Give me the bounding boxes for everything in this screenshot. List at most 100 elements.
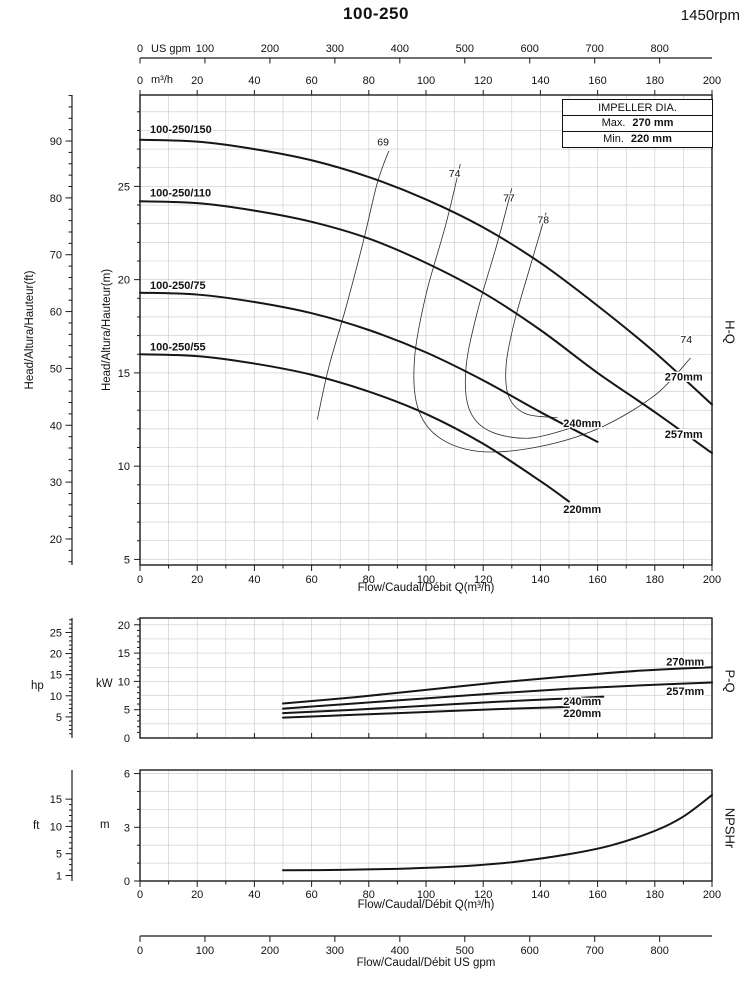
hq-curves — [139, 138, 713, 503]
svg-text:77: 77 — [503, 192, 515, 204]
impeller-dia-box: IMPELLER DIA. Max. 270 mm Min. 220 mm — [562, 99, 713, 148]
svg-text:140: 140 — [531, 574, 549, 586]
svg-text:78: 78 — [537, 215, 549, 227]
svg-text:100: 100 — [417, 889, 435, 901]
impeller-dia-heading: IMPELLER DIA. — [563, 100, 712, 116]
svg-text:69: 69 — [377, 136, 389, 148]
svg-text:15: 15 — [50, 670, 62, 682]
svg-text:50: 50 — [50, 363, 62, 375]
svg-text:10: 10 — [118, 676, 130, 688]
svg-text:15: 15 — [118, 368, 130, 380]
svg-text:25: 25 — [118, 181, 130, 193]
side-label-pq: P-Q — [722, 669, 738, 693]
svg-text:300: 300 — [326, 945, 344, 957]
svg-text:100: 100 — [196, 43, 214, 55]
svg-text:0: 0 — [137, 43, 143, 55]
axis-label-hp: hp — [31, 680, 44, 692]
npshr-flow-axis-title: Flow/Caudal/Débit Q(m³/h) — [357, 899, 495, 911]
impeller-min-value: 220 mm — [630, 133, 672, 145]
svg-text:160: 160 — [588, 574, 606, 586]
axis-label-kw: kW — [96, 678, 113, 690]
svg-text:180: 180 — [646, 75, 664, 87]
pq-curve-220mm — [282, 705, 570, 719]
usgpm-flow-axis-title: Flow/Caudal/Débit US gpm — [356, 957, 496, 969]
svg-text:220mm: 220mm — [563, 708, 601, 720]
svg-text:0: 0 — [137, 75, 143, 87]
svg-text:0: 0 — [137, 945, 143, 957]
svg-text:100: 100 — [417, 75, 435, 87]
svg-text:120: 120 — [474, 889, 492, 901]
impeller-min-row: Min. 220 mm — [563, 132, 712, 147]
svg-text:80: 80 — [363, 75, 375, 87]
svg-text:15: 15 — [118, 648, 130, 660]
bottom-usgpm-axis: 0 100 200 300 400 500 600 700 800 — [137, 935, 712, 957]
svg-text:3: 3 — [124, 822, 130, 834]
svg-text:90: 90 — [50, 136, 62, 148]
svg-text:0: 0 — [124, 733, 130, 745]
svg-text:200: 200 — [261, 945, 279, 957]
svg-text:600: 600 — [521, 945, 539, 957]
svg-text:120: 120 — [474, 574, 492, 586]
hq-eff-contour-78 — [505, 212, 558, 419]
svg-text:70: 70 — [50, 250, 62, 262]
hq-eff-contour-74 — [413, 163, 691, 453]
svg-text:74: 74 — [449, 168, 461, 180]
axis-label-ft: ft — [33, 820, 40, 832]
hq-curve-labels: 100-250/150 100-250/110 100-250/75 100-250/… — [149, 123, 705, 518]
top-m3h-unit-label: m³/h — [151, 74, 173, 86]
svg-text:257mm: 257mm — [665, 429, 703, 441]
svg-text:80: 80 — [50, 193, 62, 205]
svg-text:100-250/150: 100-250/150 — [150, 124, 212, 136]
hq-curve-220mm — [139, 353, 570, 503]
axis-label-head-ft: Head/Altura/Hauteur(ft) — [24, 270, 36, 390]
svg-text:200: 200 — [703, 889, 721, 901]
svg-text:60: 60 — [50, 307, 62, 319]
svg-text:20: 20 — [191, 889, 203, 901]
svg-text:700: 700 — [586, 945, 604, 957]
svg-text:15: 15 — [50, 794, 62, 806]
top-usgpm-unit-label: US gpm — [151, 43, 191, 55]
svg-text:0: 0 — [137, 889, 143, 901]
svg-text:140: 140 — [531, 75, 549, 87]
svg-text:140: 140 — [531, 889, 549, 901]
npshr-curve — [282, 794, 713, 872]
svg-text:20: 20 — [118, 620, 130, 632]
svg-text:80: 80 — [363, 889, 375, 901]
pq-curve-240mm — [282, 695, 605, 715]
svg-text:10: 10 — [50, 691, 62, 703]
hq-eff-contour-77 — [464, 188, 575, 439]
hq-curve-270mm — [139, 138, 713, 406]
hq-curve-257mm — [139, 200, 713, 455]
pq-curve-270mm — [282, 666, 713, 705]
svg-text:200: 200 — [703, 75, 721, 87]
svg-text:100: 100 — [196, 945, 214, 957]
svg-text:100-250/75: 100-250/75 — [150, 280, 206, 292]
impeller-min-label: Min. — [603, 133, 624, 145]
svg-text:60: 60 — [305, 75, 317, 87]
svg-text:5: 5 — [56, 849, 62, 861]
page-title: 100-250 — [343, 4, 409, 23]
svg-text:800: 800 — [650, 945, 668, 957]
svg-text:200: 200 — [261, 43, 279, 55]
svg-text:100: 100 — [417, 574, 435, 586]
svg-text:10: 10 — [50, 821, 62, 833]
svg-text:30: 30 — [50, 477, 62, 489]
svg-text:240mm: 240mm — [563, 696, 601, 708]
axis-label-head-m: Head/Altura/Hauteur(m) — [101, 268, 113, 392]
svg-text:180: 180 — [646, 889, 664, 901]
hq-curve-240mm — [139, 291, 599, 443]
pq-chart: 0 5 10 15 20 5 10 15 20 25 — [50, 617, 713, 745]
svg-text:240mm: 240mm — [563, 418, 601, 430]
svg-text:100-250/55: 100-250/55 — [150, 342, 206, 354]
hq-flow-axis-title: Flow/Caudal/Débit Q(m³/h) — [357, 582, 495, 594]
svg-text:10: 10 — [118, 461, 130, 473]
svg-text:400: 400 — [391, 945, 409, 957]
svg-text:600: 600 — [521, 43, 539, 55]
svg-text:100-250/110: 100-250/110 — [150, 188, 211, 200]
svg-text:800: 800 — [650, 43, 668, 55]
axis-label-m: m — [100, 819, 110, 831]
speed-label: 1450rpm — [680, 7, 740, 24]
